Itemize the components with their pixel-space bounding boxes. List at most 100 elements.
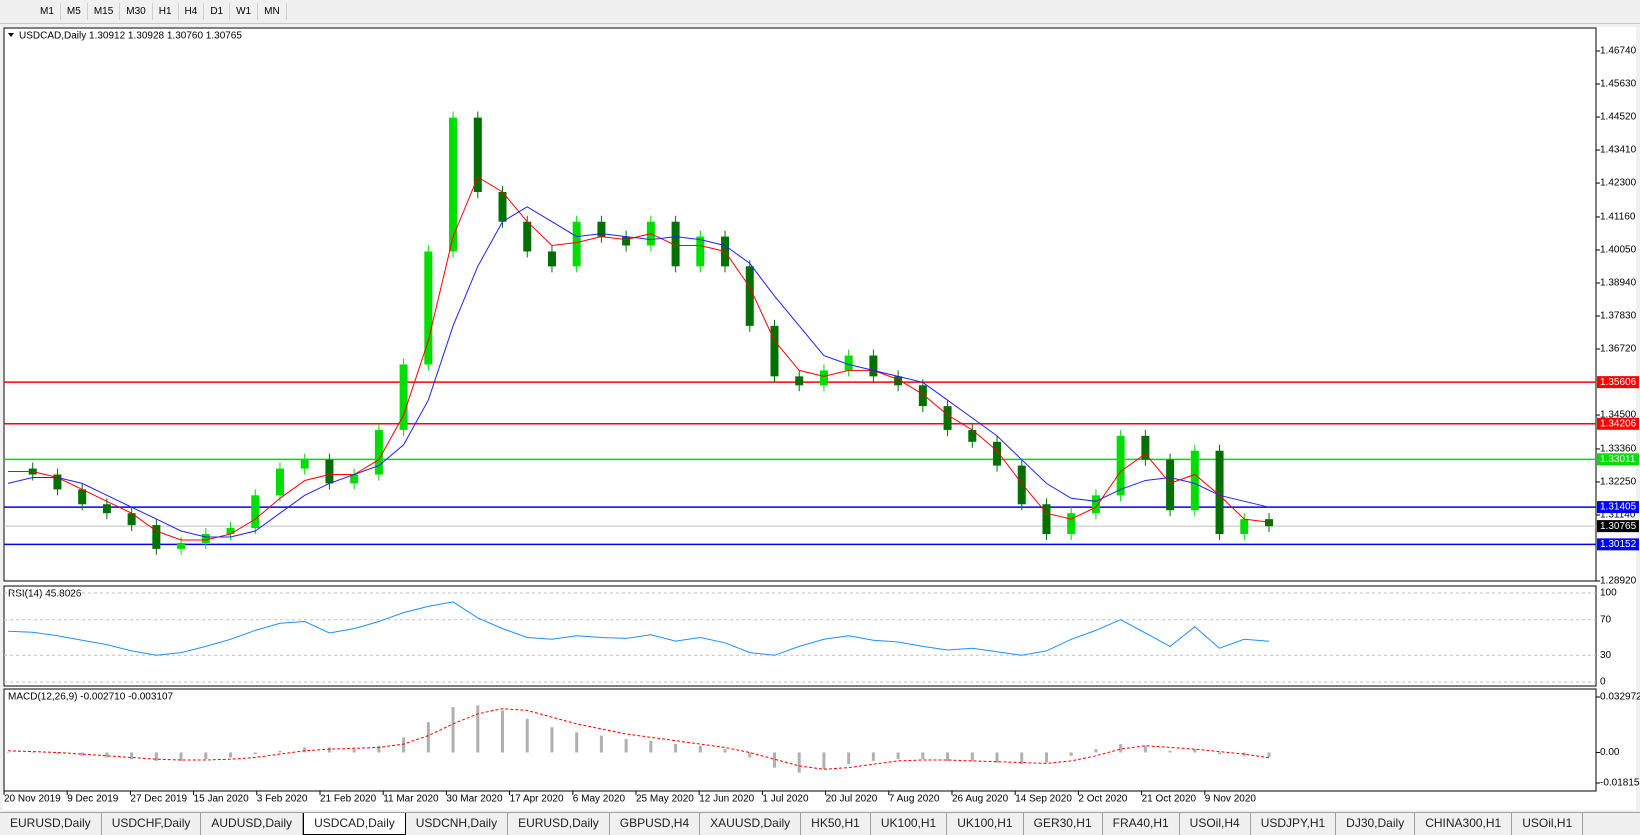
candle bbox=[201, 534, 210, 543]
y-tick-label: 1.45630 bbox=[1600, 79, 1637, 90]
y-tick-label: 1.32250 bbox=[1600, 477, 1637, 488]
timeframe-button[interactable]: D1 bbox=[204, 3, 231, 20]
macd-signal bbox=[7, 708, 1270, 770]
chart-tab[interactable]: GER30,H1 bbox=[1024, 813, 1103, 835]
level-label-box bbox=[1597, 538, 1639, 551]
candle bbox=[572, 221, 581, 267]
macd-bar bbox=[970, 752, 974, 761]
level-label-box bbox=[1597, 417, 1639, 430]
macd-bar bbox=[649, 740, 653, 753]
macd-bar bbox=[154, 752, 158, 761]
macd-bar bbox=[624, 739, 628, 753]
candle bbox=[102, 504, 111, 514]
date-label: 6 May 2020 bbox=[573, 794, 626, 805]
candle bbox=[622, 236, 631, 246]
chart-tab[interactable]: XAUUSD,Daily bbox=[700, 813, 802, 835]
chart-tab[interactable]: USDCHF,Daily bbox=[102, 813, 202, 835]
current-price-box bbox=[1597, 520, 1639, 533]
macd-bar bbox=[476, 705, 480, 753]
macd-bar bbox=[105, 752, 109, 758]
date-label: 26 Aug 2020 bbox=[952, 794, 1009, 805]
rsi-tick-label: 0 bbox=[1600, 677, 1606, 688]
macd-bar bbox=[31, 752, 35, 753]
rsi-panel bbox=[3, 585, 1597, 687]
macd-bar bbox=[327, 747, 331, 753]
chart-tab[interactable]: CHINA300,H1 bbox=[1415, 813, 1513, 835]
timeframe-button[interactable]: M30 bbox=[120, 3, 153, 20]
timeframe-button[interactable]: M15 bbox=[88, 3, 121, 20]
candle bbox=[1017, 465, 1026, 505]
chart-tab[interactable]: USDCNH,Daily bbox=[406, 813, 509, 835]
chart-tab[interactable]: USOil,H1 bbox=[1512, 813, 1584, 835]
date-label: 2 Oct 2020 bbox=[1078, 794, 1127, 805]
chart-tab[interactable]: EURUSD,Daily bbox=[508, 813, 610, 835]
chart-tab[interactable]: UK100,H1 bbox=[947, 813, 1024, 835]
chart-tab[interactable]: FRA40,H1 bbox=[1103, 813, 1180, 835]
chart-tab[interactable]: USDJPY,H1 bbox=[1251, 813, 1337, 835]
y-tick-label: 1.28920 bbox=[1600, 576, 1637, 587]
macd-bar bbox=[822, 752, 826, 770]
chart-tab[interactable]: USDCAD,Daily bbox=[303, 813, 406, 835]
macd-bar bbox=[501, 710, 505, 753]
y-tick-label: 1.43410 bbox=[1600, 145, 1637, 156]
chart-tab[interactable]: UK100,H1 bbox=[871, 813, 948, 835]
macd-bar bbox=[748, 752, 752, 758]
macd-bar bbox=[1069, 752, 1073, 756]
level-label: 1.31405 bbox=[1600, 502, 1637, 513]
macd-panel bbox=[3, 688, 1597, 792]
timeframe-button[interactable]: M1 bbox=[34, 3, 61, 20]
level-label: 1.34206 bbox=[1600, 418, 1637, 429]
candle bbox=[251, 495, 260, 529]
macd-bar bbox=[352, 749, 356, 753]
candle bbox=[53, 474, 62, 490]
rsi-label: RSI(14) 45.8026 bbox=[8, 589, 82, 600]
candle bbox=[993, 441, 1002, 466]
macd-bar bbox=[723, 749, 727, 753]
macd-bar bbox=[946, 752, 950, 761]
macd-bar bbox=[1218, 752, 1222, 755]
y-tick-label: 1.36720 bbox=[1600, 344, 1637, 355]
y-tick-label: 1.42300 bbox=[1600, 178, 1637, 189]
macd-bar bbox=[871, 752, 875, 761]
timeframe-button[interactable]: H4 bbox=[179, 3, 205, 20]
y-tick-label: 1.44520 bbox=[1600, 112, 1637, 123]
candle bbox=[844, 355, 853, 371]
macd-bar bbox=[1143, 745, 1147, 753]
rsi-tick-label: 100 bbox=[1600, 588, 1617, 599]
candle bbox=[424, 251, 433, 365]
macd-tick-label: -0.018154 bbox=[1600, 778, 1640, 789]
candle bbox=[1042, 504, 1051, 535]
macd-bar bbox=[1020, 752, 1024, 765]
chart-tab[interactable]: GBPUSD,H4 bbox=[610, 813, 701, 835]
level-label-box bbox=[1597, 376, 1639, 389]
date-label: 25 May 2020 bbox=[636, 794, 694, 805]
candle bbox=[498, 191, 507, 222]
candle bbox=[325, 459, 334, 484]
chart-tab[interactable]: DJ30,Daily bbox=[1336, 813, 1416, 835]
timeframe-button[interactable]: W1 bbox=[230, 3, 259, 20]
timeframe-button[interactable]: M5 bbox=[61, 3, 88, 20]
chart-tab[interactable]: USOil,H4 bbox=[1180, 813, 1251, 835]
macd-bar bbox=[6, 752, 10, 753]
macd-bar bbox=[797, 752, 801, 773]
level-label: 1.35606 bbox=[1600, 377, 1637, 388]
macd-bar bbox=[575, 732, 579, 753]
chart-tab[interactable]: EURUSD,Daily bbox=[0, 813, 102, 835]
date-label: 9 Nov 2020 bbox=[1205, 794, 1257, 805]
timeframe-toolbar: M1 M5 M15 M30 H1 H4 D1 W1 MN bbox=[0, 0, 1640, 24]
candle bbox=[918, 385, 927, 407]
chart-tab[interactable]: AUDUSD,Daily bbox=[201, 813, 304, 835]
date-label: 1 Jul 2020 bbox=[762, 794, 809, 805]
chart-tab[interactable]: HK50,H1 bbox=[801, 813, 871, 835]
candle bbox=[1141, 435, 1150, 460]
timeframe-button[interactable]: H1 bbox=[153, 3, 179, 20]
macd-bar bbox=[1193, 749, 1197, 753]
timeframe-button[interactable]: MN bbox=[258, 3, 287, 20]
candle bbox=[1215, 450, 1224, 535]
y-tick-label: 1.31140 bbox=[1600, 510, 1636, 521]
macd-bar bbox=[1168, 750, 1172, 753]
candle bbox=[869, 355, 878, 377]
y-tick-label: 1.40050 bbox=[1600, 245, 1637, 256]
candle bbox=[943, 406, 952, 430]
